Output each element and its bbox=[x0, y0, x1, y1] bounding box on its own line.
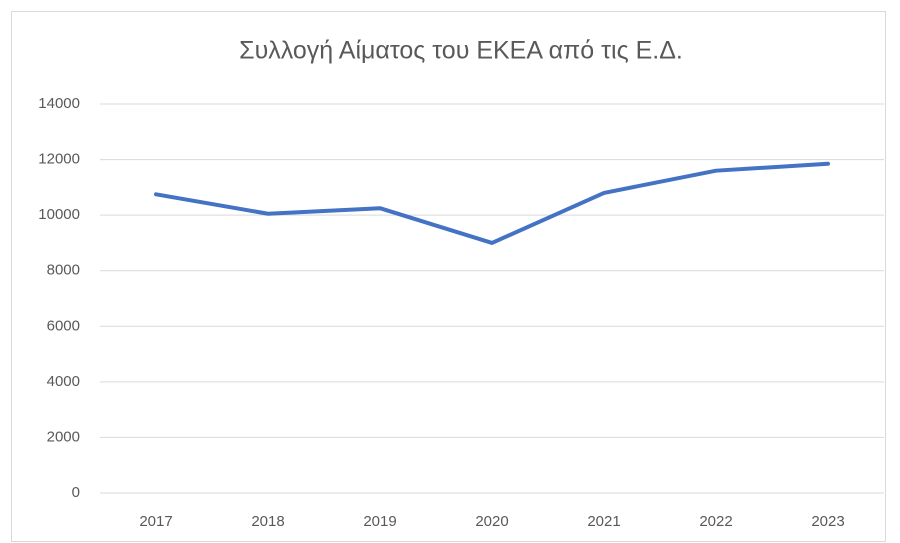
y-tick-label: 0 bbox=[72, 484, 80, 501]
chart-border bbox=[11, 11, 886, 542]
y-tick-label: 6000 bbox=[47, 317, 80, 334]
y-tick-label: 2000 bbox=[47, 428, 80, 445]
y-tick-label: 10000 bbox=[38, 206, 80, 223]
x-tick-label: 2023 bbox=[811, 513, 844, 530]
y-tick-label: 8000 bbox=[47, 262, 80, 279]
x-tick-label: 2017 bbox=[139, 513, 172, 530]
x-tick-label: 2021 bbox=[587, 513, 620, 530]
y-tick-label: 12000 bbox=[38, 151, 80, 168]
x-tick-label: 2018 bbox=[251, 513, 284, 530]
x-tick-label: 2022 bbox=[699, 513, 732, 530]
y-tick-label: 14000 bbox=[38, 95, 80, 112]
x-tick-label: 2019 bbox=[363, 513, 396, 530]
line-series bbox=[154, 161, 830, 245]
y-tick-label: 4000 bbox=[47, 373, 80, 390]
x-tick-label: 2020 bbox=[475, 513, 508, 530]
chart-title: Συλλογή Αίματος του ΕΚΕΑ από τις Ε.Δ. bbox=[239, 37, 683, 65]
